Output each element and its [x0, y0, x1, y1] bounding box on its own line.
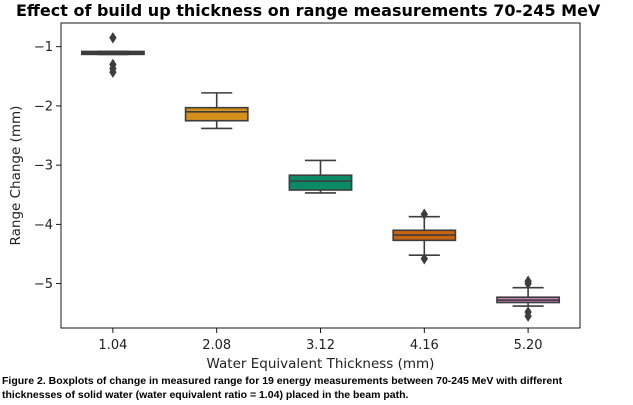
box — [184, 106, 249, 122]
outlier-point — [420, 208, 428, 221]
outlier-point — [420, 252, 428, 265]
outlier-point — [109, 32, 117, 44]
x-tick-label: 2.08 — [202, 338, 231, 353]
x-axis-title: Water Equivalent Thickness (mm) — [207, 356, 435, 372]
box — [288, 174, 353, 191]
outlier-point — [524, 310, 532, 322]
y-tick-label: −1 — [34, 40, 53, 55]
x-tick-label: 5.20 — [514, 338, 543, 353]
x-tick-label: 1.04 — [98, 338, 127, 353]
y-axis-title: Range Change (mm) — [8, 106, 24, 246]
y-tick-label: −5 — [34, 277, 53, 292]
x-tick-label: 4.16 — [410, 338, 439, 353]
x-tick-label: 3.12 — [306, 338, 335, 353]
y-tick-label: −3 — [34, 159, 53, 174]
outlier-point — [109, 66, 117, 78]
boxplot-chart: −1 −2 −3 −4 −5 1.04 2.08 3.12 4.16 5.20 Water Equ… — [8, 22, 581, 372]
y-tick-label: −4 — [34, 218, 53, 233]
chart-title: Effect of build up thickness on range me… — [16, 1, 601, 20]
outlier-point — [524, 277, 532, 290]
y-tick-label: −2 — [34, 99, 53, 114]
figure-caption: Figure 2. Boxplots of change in measured… — [2, 375, 563, 401]
